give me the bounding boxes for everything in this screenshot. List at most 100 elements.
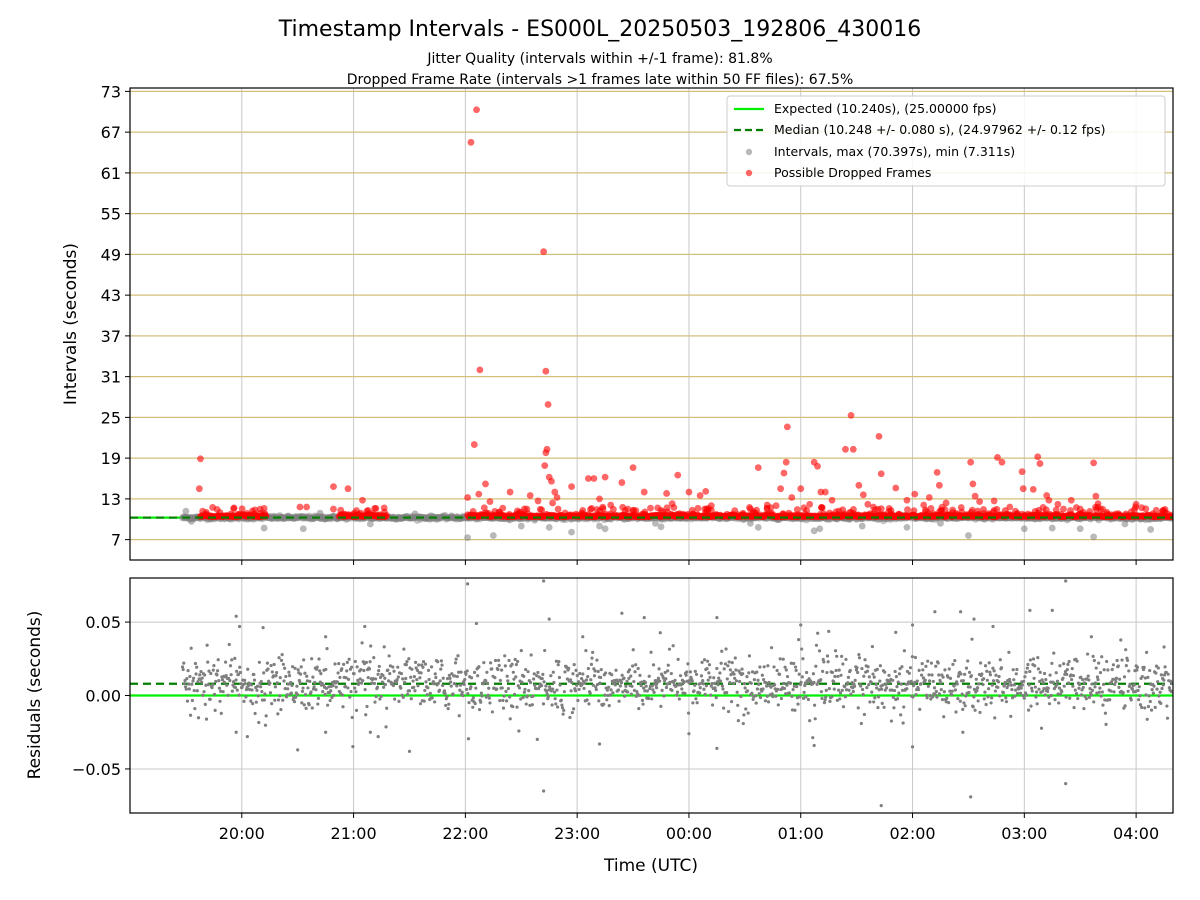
residual-point <box>723 662 728 666</box>
residual-point <box>929 697 933 701</box>
residual-point <box>1010 696 1015 700</box>
residual-point <box>193 707 197 711</box>
interval-point <box>1076 525 1084 533</box>
residual-point <box>846 675 851 679</box>
residual-point <box>765 684 769 688</box>
top-y-tick-label: 67 <box>101 123 121 142</box>
dropped-frame-point <box>910 507 918 515</box>
residual-point <box>477 665 481 669</box>
residual-point <box>976 699 980 703</box>
residual-point <box>855 666 859 670</box>
residual-point <box>765 694 769 698</box>
residual-point <box>668 680 672 684</box>
dropped-frame-point <box>1060 505 1067 513</box>
residual-point <box>871 672 875 676</box>
residual-point <box>698 686 702 690</box>
residual-point <box>1094 666 1098 670</box>
residual-point <box>982 697 986 701</box>
residual-point <box>620 673 624 677</box>
residual-point <box>563 670 567 674</box>
dropped-frame-point <box>470 441 478 448</box>
residual-point <box>474 621 479 626</box>
residual-point <box>335 680 340 684</box>
dropped-frame-point <box>821 488 829 496</box>
residual-point <box>693 669 697 673</box>
residual-point <box>694 697 698 701</box>
residual-point <box>833 674 837 679</box>
residual-point <box>1158 690 1162 694</box>
residual-point <box>772 665 776 669</box>
residual-point <box>1142 665 1146 669</box>
residual-point <box>1081 685 1085 690</box>
residual-point <box>533 683 537 688</box>
residual-point <box>875 667 879 671</box>
residual-point <box>302 658 306 662</box>
residual-point <box>1043 693 1047 697</box>
residual-point <box>529 653 533 657</box>
residual-point <box>1103 711 1108 715</box>
residual-point <box>827 629 831 633</box>
residual-point <box>570 680 574 685</box>
residual-point <box>532 672 536 676</box>
residual-point <box>699 681 703 685</box>
interval-point <box>277 513 285 521</box>
residual-point <box>308 679 312 683</box>
residual-point <box>694 672 699 677</box>
residual-point <box>691 701 695 705</box>
residual-point <box>1147 694 1151 698</box>
residual-point <box>791 687 795 692</box>
residual-point <box>210 686 214 690</box>
top-y-tick-label: 49 <box>101 245 121 264</box>
residual-point <box>488 661 493 665</box>
dropped-frame-point <box>980 510 988 517</box>
residual-point <box>195 689 199 693</box>
residual-point <box>996 680 1001 684</box>
residual-point <box>582 686 586 691</box>
residual-point <box>1066 681 1071 685</box>
dropped-frame-point <box>968 506 976 514</box>
residual-point <box>750 691 754 695</box>
residual-point <box>255 688 259 692</box>
dropped-frame-point <box>942 499 950 507</box>
residual-point <box>843 695 847 699</box>
residual-point <box>881 683 885 687</box>
residual-point <box>1165 716 1170 720</box>
residual-point <box>800 675 804 679</box>
residual-point <box>896 697 900 701</box>
residual-point <box>517 686 522 690</box>
residual-point <box>448 676 452 680</box>
residual-point <box>821 657 825 662</box>
interval-point <box>446 513 454 521</box>
dropped-frame-point <box>213 505 221 513</box>
residual-point <box>237 624 242 629</box>
residual-point <box>953 659 957 663</box>
residual-point <box>609 688 613 692</box>
residual-point <box>330 695 334 700</box>
residual-point <box>641 702 645 706</box>
residual-point <box>303 671 307 675</box>
residual-point <box>961 679 965 683</box>
residual-point <box>974 677 978 681</box>
top-y-tick-label: 55 <box>101 205 121 224</box>
residual-point <box>637 693 641 697</box>
residual-point <box>549 674 553 678</box>
residual-point <box>607 685 611 689</box>
residual-point <box>963 704 967 708</box>
residual-point <box>642 686 646 690</box>
residual-point <box>1027 683 1031 687</box>
residual-point <box>332 693 336 697</box>
residual-point <box>243 678 247 682</box>
residual-point <box>1140 674 1144 679</box>
residual-point <box>270 670 274 674</box>
residual-point <box>415 677 419 682</box>
residual-point <box>758 695 763 700</box>
interval-point <box>437 514 445 522</box>
residual-point <box>266 667 270 671</box>
residual-point <box>977 682 981 686</box>
residual-point <box>556 663 560 667</box>
residual-point <box>592 674 597 678</box>
x-tick-label: 23:00 <box>554 824 600 843</box>
residual-point <box>931 679 935 684</box>
residual-point <box>382 645 386 649</box>
residual-point <box>671 644 675 648</box>
